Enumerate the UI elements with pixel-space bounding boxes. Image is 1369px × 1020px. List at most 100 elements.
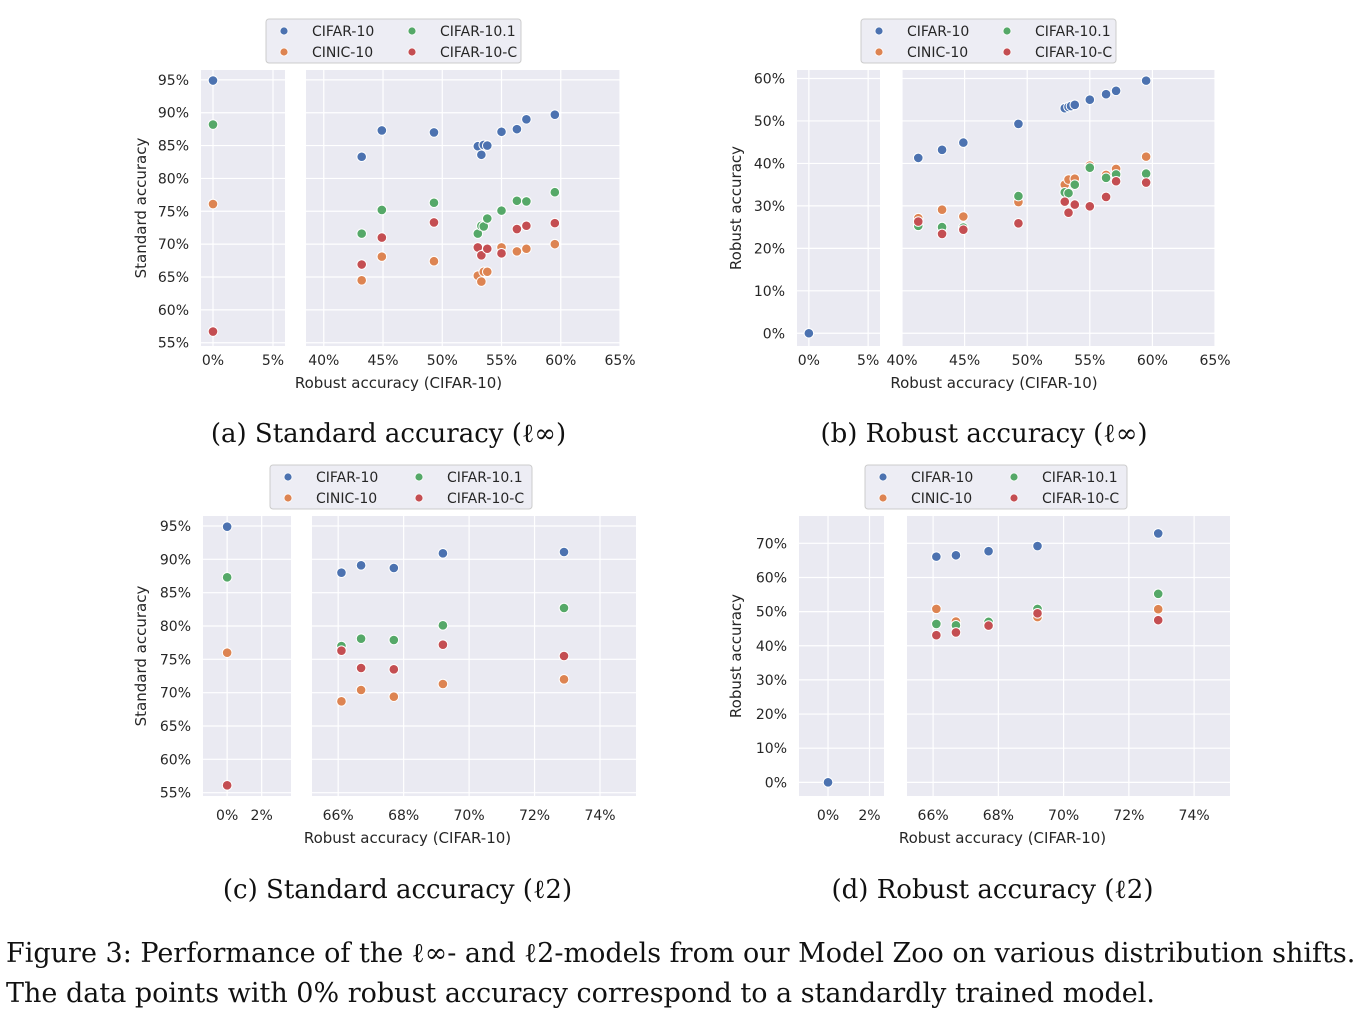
data-point-cifar-10 <box>950 549 962 561</box>
chart-panel-d: 0% 10% 20% 30% 40% 50% 60% 70% 0% 2% 66% 68% 70% 72% 7… <box>727 464 1230 905</box>
data-point-cifar-10 <box>1032 540 1043 552</box>
data-point-cifar-10-1 <box>931 618 942 630</box>
data-point-cifar-10-c <box>1069 199 1081 210</box>
y-tick-label: 75% <box>158 204 189 220</box>
y-tick-label: 40% <box>754 156 785 172</box>
data-point-cifar-10-c <box>1152 614 1164 626</box>
data-point-cifar-10 <box>803 327 815 339</box>
x-tick-label: 70% <box>454 808 485 824</box>
data-point-cifar-10 <box>376 125 388 136</box>
legend-marker <box>407 47 417 57</box>
data-point-cifar-10-c <box>912 216 924 227</box>
chart-panel-b: 0% 10% 20% 30% 40% 50% 60% 0% 5% 40% 45% 50% 55% 60% 6… <box>727 18 1231 449</box>
data-point-cinic-10 <box>521 243 532 255</box>
x-tick-label: 40% <box>308 353 339 369</box>
x-tick-label: 0% <box>817 808 839 824</box>
plot-area-right <box>907 516 1230 796</box>
plot-area-right <box>902 70 1215 346</box>
data-point-cifar-10 <box>388 562 400 574</box>
x-tick-label: 74% <box>584 808 615 824</box>
y-axis-label: Standard accuracy <box>132 138 150 279</box>
legend-label: CIFAR-10-C <box>1042 491 1119 507</box>
legend-marker <box>874 26 884 36</box>
data-point-cifar-10 <box>355 560 367 571</box>
data-point-cifar-10 <box>476 149 487 161</box>
data-point-cifar-10-c <box>936 228 948 240</box>
x-axis-label: Robust accuracy (CIFAR-10) <box>890 374 1097 392</box>
data-point-cifar-10-c <box>1059 196 1071 207</box>
data-point-cifar-10-c <box>1084 201 1096 212</box>
data-point-cifar-10-1 <box>428 197 440 209</box>
data-point-cifar-10-1 <box>1013 190 1024 202</box>
legend-label: CINIC-10 <box>907 45 968 61</box>
y-tick-label: 70% <box>160 686 191 702</box>
data-point-cifar-10-c <box>376 232 388 243</box>
data-point-cifar-10-c <box>521 220 532 232</box>
y-tick-label: 60% <box>754 71 785 87</box>
data-point-cinic-10 <box>336 696 347 707</box>
data-point-cinic-10 <box>481 266 493 278</box>
plot-area-left <box>203 516 291 796</box>
data-point-cifar-10-1 <box>376 204 388 216</box>
data-point-cifar-10-c <box>1032 608 1043 619</box>
data-point-cifar-10-c <box>428 217 440 228</box>
data-point-cifar-10 <box>496 126 507 138</box>
y-tick-label: 20% <box>756 707 787 723</box>
data-point-cifar-10-1 <box>481 213 493 224</box>
data-point-cinic-10 <box>476 276 487 287</box>
legend-marker <box>878 472 888 482</box>
y-tick-label: 75% <box>160 652 191 668</box>
y-tick-label: 55% <box>160 786 191 802</box>
data-point-cifar-10 <box>1100 88 1112 100</box>
x-tick-label: 60% <box>1137 353 1168 369</box>
figure-caption: Figure 3: Performance of the ℓ∞- and ℓ2-… <box>6 934 1366 1014</box>
legend-label: CINIC-10 <box>316 491 377 507</box>
y-tick-label: 70% <box>756 536 787 552</box>
data-point-cifar-10-c <box>476 250 487 261</box>
caption-line-2: The data points with 0% robust accuracy … <box>6 978 1156 1009</box>
x-tick-label: 55% <box>1074 353 1105 369</box>
legend-label: CIFAR-10 <box>911 470 973 486</box>
x-tick-label: 65% <box>1199 353 1230 369</box>
x-tick-label: 50% <box>1012 353 1043 369</box>
data-point-cifar-10 <box>437 548 449 559</box>
data-point-cifar-10-c <box>931 629 942 641</box>
data-point-cinic-10 <box>958 211 969 222</box>
data-point-cifar-10-1 <box>1152 588 1164 600</box>
data-point-cifar-10 <box>521 113 532 125</box>
legend-marker <box>283 472 293 482</box>
data-point-cifar-10-1 <box>221 572 233 583</box>
data-point-cifar-10 <box>428 127 440 138</box>
legend-label: CIFAR-10.1 <box>440 24 516 40</box>
data-point-cifar-10-1 <box>1069 179 1081 190</box>
data-point-cinic-10 <box>356 274 367 286</box>
y-tick-label: 80% <box>158 171 189 187</box>
x-axis-label: Robust accuracy (CIFAR-10) <box>295 374 502 392</box>
data-point-cifar-10-c <box>1063 207 1074 218</box>
y-tick-label: 85% <box>158 139 189 155</box>
legend-marker <box>279 26 289 36</box>
data-point-cinic-10 <box>1140 151 1152 162</box>
data-point-cifar-10-1 <box>521 196 532 207</box>
caption-line-1: Figure 3: Performance of the ℓ∞- and ℓ2-… <box>6 938 1356 969</box>
x-tick-label: 40% <box>886 353 917 369</box>
legend-label: CIFAR-10 <box>312 24 374 40</box>
x-tick-label: 0% <box>202 353 224 369</box>
data-point-cifar-10 <box>356 151 367 163</box>
data-point-cinic-10 <box>511 246 523 257</box>
y-tick-label: 60% <box>756 570 787 586</box>
data-point-cinic-10 <box>388 691 400 702</box>
data-point-cifar-10 <box>1069 99 1081 111</box>
x-tick-label: 65% <box>604 353 635 369</box>
data-point-cifar-10-1 <box>437 620 449 631</box>
data-point-cifar-10-1 <box>356 228 367 239</box>
y-tick-label: 65% <box>160 719 191 735</box>
legend-box <box>860 18 1117 64</box>
legend-marker <box>1009 472 1019 482</box>
y-tick-label: 0% <box>765 775 787 791</box>
data-point-cifar-10 <box>1013 118 1024 130</box>
data-point-cifar-10 <box>958 137 969 148</box>
plot-area-right <box>306 70 620 346</box>
data-point-cifar-10-c <box>355 662 367 674</box>
data-point-cifar-10 <box>1110 85 1122 97</box>
